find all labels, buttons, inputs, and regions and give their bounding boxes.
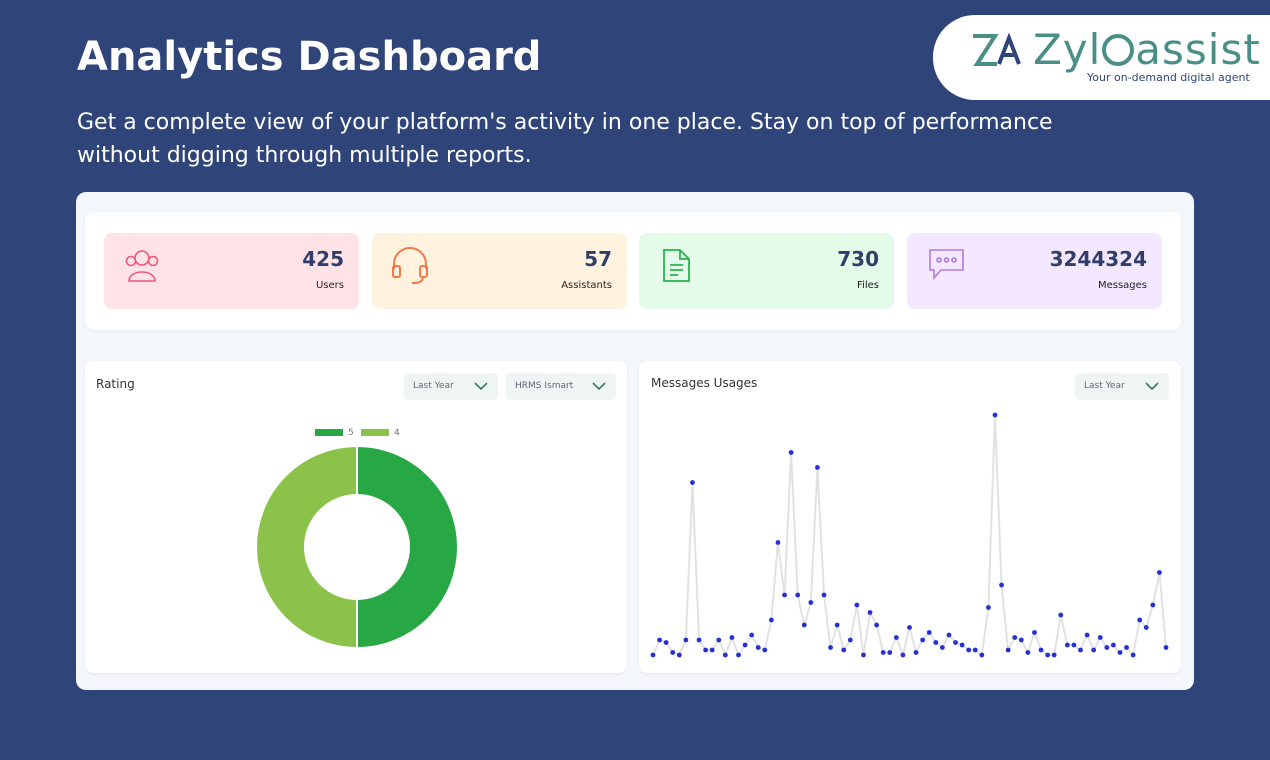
- stat-value: 3244324: [1049, 247, 1147, 271]
- stat-card[interactable]: 57 Assistants: [372, 233, 627, 309]
- stat-value: 730: [837, 247, 879, 271]
- stat-value: 57: [584, 247, 612, 271]
- panel-title: Rating: [96, 377, 135, 391]
- stat-card[interactable]: 3244324 Messages: [907, 233, 1162, 309]
- filter-dropdown[interactable]: HRMS Ismart: [506, 373, 616, 400]
- assistants-icon: [392, 247, 428, 284]
- logo-mark: [973, 33, 1021, 66]
- logo-o-icon: [1102, 34, 1135, 66]
- logo: Zyl assist Your on-demand digital agent: [933, 15, 1270, 100]
- filter-dropdown[interactable]: Last Year: [1075, 373, 1169, 400]
- dropdown-text: Last Year: [1084, 381, 1125, 391]
- logo-name-start: Zyl: [1033, 25, 1102, 74]
- messages-panel: [639, 361, 1181, 673]
- users-icon: [125, 250, 159, 282]
- chevron: [474, 382, 488, 391]
- logo-tagline: Your on-demand digital agent: [1087, 71, 1250, 84]
- stat-label: Assistants: [561, 280, 612, 291]
- stat-value: 425: [302, 247, 344, 271]
- stat-label: Messages: [1097, 280, 1147, 291]
- stat-card[interactable]: 730 Files: [639, 233, 894, 309]
- page-title: Analytics Dashboard: [77, 34, 542, 80]
- chevron: [1145, 382, 1159, 391]
- dropdown-text: HRMS Ismart: [515, 381, 574, 391]
- logo-name-end: assist: [1135, 25, 1261, 74]
- filter-dropdown[interactable]: Last Year: [404, 373, 498, 400]
- stat-card[interactable]: 425 Users: [104, 233, 359, 309]
- stat-label: Files: [857, 280, 879, 291]
- stat-label: Users: [315, 280, 344, 291]
- panel-title: Messages Usages: [651, 376, 758, 390]
- logo-name: Zyl assist: [1033, 25, 1261, 74]
- messages-icon: [929, 249, 964, 281]
- files-icon: [663, 249, 690, 282]
- page-subtitle: Get a complete view of your platform's a…: [77, 110, 1053, 168]
- chevron: [592, 382, 606, 391]
- rating-panel: [85, 361, 627, 673]
- dropdown-text: Last Year: [413, 381, 454, 391]
